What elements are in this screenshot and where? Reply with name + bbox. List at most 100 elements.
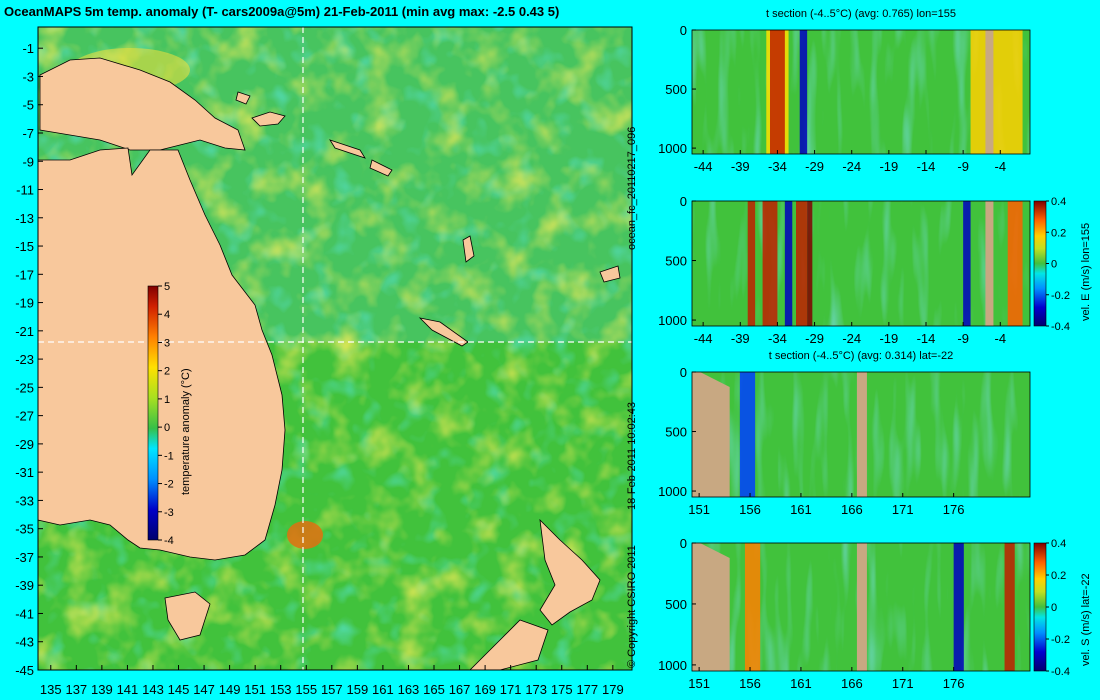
temp-colorbar-tick-label: -3 <box>164 507 174 519</box>
map-y-tick-label: -21 <box>15 324 34 339</box>
map-y-tick-label: -3 <box>22 69 34 84</box>
temp-colorbar-label: temperature anomaly (°C) <box>180 368 192 495</box>
section-anomaly-band <box>807 201 813 326</box>
section-panels: t section (-4..5°C) (avg: 0.765) lon=155… <box>658 8 1092 691</box>
map-x-tick-label: 161 <box>372 682 394 697</box>
map-x-tick-label: 177 <box>576 682 598 697</box>
map-land <box>37 57 621 671</box>
map-x-tick-label: 135 <box>40 682 62 697</box>
temp-colorbar-tick-label: 0 <box>164 422 170 434</box>
section-x-tick-label: -14 <box>917 331 936 346</box>
section-x-tick-label: 156 <box>739 676 761 691</box>
map-x-tick-label: 173 <box>525 682 547 697</box>
section-y-tick-label: 0 <box>680 23 687 38</box>
velocity-colorbar-label: vel. S (m/s) lat=-22 <box>1080 573 1092 666</box>
section-anomaly-band <box>739 372 756 497</box>
section-y-tick-label: 500 <box>665 425 687 440</box>
map-x-tick-label: 147 <box>193 682 215 697</box>
section-panel-1: t section (-4..5°C) (avg: 0.765) lon=155… <box>658 8 1031 174</box>
temp-colorbar-tick-label: 4 <box>164 309 170 321</box>
section-x-tick-label: 176 <box>943 502 965 517</box>
section-title: t section (-4..5°C) (avg: 0.314) lat=-22 <box>769 350 953 362</box>
map-x-tick-label: 139 <box>91 682 113 697</box>
section-x-tick-label: -29 <box>805 159 824 174</box>
section-x-tick-label: 161 <box>790 502 812 517</box>
section-x-tick-label: -9 <box>957 331 969 346</box>
section-x-tick-label: -24 <box>842 331 861 346</box>
section-anomaly-band <box>796 201 808 326</box>
section-anomaly-band <box>1007 201 1023 326</box>
section-x-tick-label: -44 <box>694 331 713 346</box>
temp-colorbar-tick-label: 3 <box>164 337 170 349</box>
map-x-tick-label: 169 <box>474 682 496 697</box>
map-x-tick-label: 155 <box>295 682 317 697</box>
map-y-tick-label: -25 <box>15 380 34 395</box>
section-y-tick-label: 0 <box>680 194 687 209</box>
map-frame <box>37 26 633 671</box>
section-x-tick-label: 151 <box>688 502 710 517</box>
map-y-tick-label: -9 <box>22 154 34 169</box>
velocity-colorbar-tick-label: 0.4 <box>1051 196 1066 208</box>
map-x-tick-label: 151 <box>244 682 266 697</box>
map-y-tick-label: -27 <box>15 409 34 424</box>
section-x-tick-label: -34 <box>768 159 787 174</box>
temp-colorbar-tick-label: 5 <box>164 281 170 293</box>
section-x-tick-label: -9 <box>957 159 969 174</box>
section-x-tick-label: 161 <box>790 676 812 691</box>
section-y-tick-label: 1000 <box>658 141 687 156</box>
temp-colorbar-tick-label: 1 <box>164 394 170 406</box>
section-land <box>985 30 994 154</box>
section-panel-3: t section (-4..5°C) (avg: 0.314) lat=-22… <box>658 350 1031 517</box>
section-x-tick-label: -19 <box>879 159 898 174</box>
map-x-tick-label: 167 <box>449 682 471 697</box>
map-x-tick-label: 153 <box>270 682 292 697</box>
section-x-tick-label: 151 <box>688 676 710 691</box>
map-x-tick-label: 143 <box>142 682 164 697</box>
section-land <box>692 543 730 671</box>
section-anomaly-band <box>963 201 971 326</box>
section-x-tick-label: -39 <box>731 159 750 174</box>
section-anomaly-band <box>970 30 1023 154</box>
section-panel-2: -44 -39 -34 -29 -24 -19 -14 -9 -4 0 500 1000 0.4 0.2 0… <box>658 194 1092 346</box>
velocity-colorbar-tick-label: 0.2 <box>1051 570 1066 582</box>
map-y-tick-label: -29 <box>15 437 34 452</box>
section-anomaly-band <box>762 201 778 326</box>
section-x-tick-label: -44 <box>694 159 713 174</box>
map-x-tick-label: 171 <box>500 682 522 697</box>
velocity-colorbar-tick-label: 0.4 <box>1051 538 1066 550</box>
section-x-tick-label: -4 <box>995 331 1007 346</box>
section-y-tick-label: 1000 <box>658 658 687 673</box>
section-x-tick-label: 176 <box>943 676 965 691</box>
section-x-tick-label: -4 <box>995 159 1007 174</box>
section-anomaly-band <box>784 201 793 326</box>
map-x-tick-label: 159 <box>347 682 369 697</box>
map-y-tick-label: -23 <box>15 352 34 367</box>
velocity-colorbar-tick-label: -0.2 <box>1051 290 1070 302</box>
map-y-tick-label: -5 <box>22 98 34 113</box>
section-anomaly-band <box>953 543 964 671</box>
temp-colorbar-tick-label: 2 <box>164 366 170 378</box>
map-x-tick-label: 175 <box>551 682 573 697</box>
map-y-tick-label: -7 <box>22 126 34 141</box>
section-land <box>692 372 730 497</box>
map-x-tick-label: 137 <box>65 682 87 697</box>
map-x-tick-label: 165 <box>423 682 445 697</box>
section-x-tick-label: -19 <box>879 331 898 346</box>
run-id-label: ocean_fc_20110217_096 <box>626 126 638 250</box>
map-x-tick-label: 149 <box>219 682 241 697</box>
section-x-tick-label: -39 <box>731 331 750 346</box>
map-y-tick-label: -13 <box>15 211 34 226</box>
map-y-tick-label: -39 <box>15 578 34 593</box>
map-y-tick-label: -1 <box>22 41 34 56</box>
temp-colorbar <box>147 285 159 541</box>
velocity-colorbar-tick-label: 0.2 <box>1051 227 1066 239</box>
map-x-tick-label: 163 <box>398 682 420 697</box>
section-land <box>985 201 994 326</box>
section-x-tick-label: -24 <box>842 159 861 174</box>
section-anomaly-band <box>770 30 785 154</box>
map-y-tick-label: -41 <box>15 606 34 621</box>
velocity-colorbar-tick-label: -0.4 <box>1051 666 1070 678</box>
section-x-tick-label: 171 <box>892 502 914 517</box>
temp-colorbar-tick-label: -1 <box>164 450 174 462</box>
section-anomaly-band <box>799 30 808 154</box>
